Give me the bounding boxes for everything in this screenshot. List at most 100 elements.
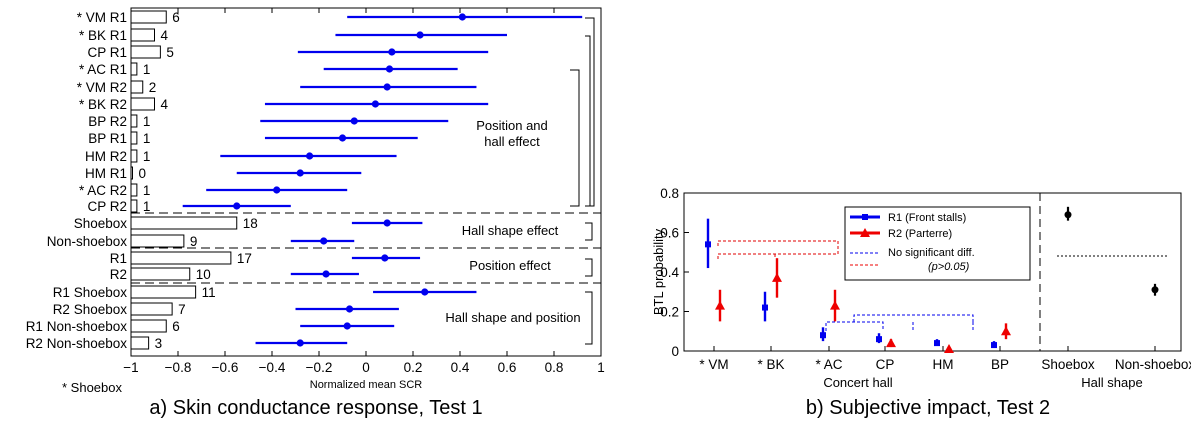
x-tick-label: 0.6 [498, 360, 517, 375]
count-label: 4 [161, 97, 169, 112]
count-bar [130, 319, 167, 333]
row-label: BP R2 [88, 114, 127, 129]
x-tick-label: * AC [815, 357, 842, 372]
row-label: R1 Shoebox [53, 285, 128, 300]
count-bar [130, 97, 155, 111]
x-tick-label: −0.2 [306, 360, 333, 375]
count-bar [130, 45, 161, 59]
count-bar [130, 28, 155, 42]
mean-point [320, 237, 328, 245]
x-tick-label: −0.6 [212, 360, 239, 375]
x-tick-label: Non-shoebox [1115, 357, 1191, 372]
x-tick-label: * VM [699, 357, 728, 372]
count-bar [130, 149, 138, 163]
x-tick-label: HM [933, 357, 954, 372]
x-tick-label: Shoebox [1041, 357, 1095, 372]
count-bar [130, 183, 138, 197]
x-tick-label: 1 [597, 360, 605, 375]
row-label: R2 Non-shoebox [26, 336, 128, 351]
btl-legend: R1 (Front stalls) R2 (Parterre) No signi… [844, 206, 1031, 281]
row-label: R2 Shoebox [53, 302, 128, 317]
mean-point [383, 83, 391, 91]
legend-box [844, 206, 1031, 281]
count-bar [130, 199, 138, 213]
mean-point [383, 219, 391, 227]
mean-point [345, 305, 354, 313]
count-label: 7 [178, 302, 186, 317]
mean-point [338, 134, 347, 142]
row-label: Non-shoebox [47, 234, 128, 249]
mean-point [458, 13, 466, 21]
row-label: * BK R1 [79, 28, 127, 43]
group-label-position-hall: Position and hall effect [476, 118, 548, 149]
row-label: * BK R2 [79, 97, 127, 112]
legend-r2-label: R2 (Parterre) [888, 228, 952, 240]
btl-point-r2 [1001, 326, 1011, 336]
count-bar [130, 285, 197, 299]
count-bar [130, 131, 138, 145]
count-label: 1 [143, 199, 151, 214]
y-tick-label: 0 [671, 344, 679, 359]
x-tick-label: BP [991, 357, 1009, 372]
y-tick-label: 0.2 [660, 305, 679, 320]
count-label: 17 [237, 251, 252, 266]
count-label: 1 [143, 62, 151, 77]
count-label: 1 [143, 114, 151, 129]
y-tick-label: 0.8 [660, 186, 679, 201]
count-bar [130, 10, 167, 24]
btl-point-r2 [772, 272, 782, 282]
x-tick-label: 0.2 [404, 360, 423, 375]
row-label: Shoebox [74, 216, 128, 231]
count-label: 2 [149, 80, 157, 95]
mean-point [388, 48, 396, 56]
count-bar [130, 251, 232, 265]
row-label: * AC R2 [79, 183, 127, 198]
count-label: 6 [172, 319, 180, 334]
scr-chart: * VM R1 6 * BK R1 4 CP R1 5 * AC R1 1 * VM R2 2 * … [26, 7, 605, 419]
count-bar [130, 302, 173, 316]
count-label: 10 [196, 267, 211, 282]
legend-nosig-label: No significant diff. [888, 247, 975, 259]
row-label: HM R1 [85, 166, 127, 181]
count-bar [130, 267, 191, 281]
legend-r1-label: R1 (Front stalls) [888, 212, 966, 224]
btl-chart: 0 0.2 0.4 0.6 0.8 * VM * BK * AC CP HM BP Shoebox No… [651, 186, 1191, 419]
x-tick-label: −0.4 [259, 360, 286, 375]
row-label: * VM R1 [77, 10, 127, 25]
btl-point-r1 [762, 304, 768, 311]
x-tick-label: −1 [123, 360, 138, 375]
count-bar [130, 234, 185, 248]
count-bar [130, 216, 238, 230]
mean-point [296, 169, 304, 177]
btl-point-r2 [944, 344, 954, 354]
mean-point [350, 117, 358, 125]
row-label: CP R2 [87, 199, 127, 214]
row-label: R1 [110, 251, 127, 266]
count-label: 1 [143, 149, 151, 164]
x-tick-label: CP [876, 357, 895, 372]
mean-point [343, 322, 351, 330]
count-bar [130, 166, 133, 180]
x-tick-label: * BK [757, 357, 784, 372]
btl-x-axis-label: Concert hall [823, 375, 892, 390]
no-sig-brackets-red [717, 240, 839, 259]
count-label: 4 [161, 28, 169, 43]
count-bar [130, 114, 138, 128]
caption-b: b) Subjective impact, Test 2 [806, 397, 1050, 419]
mean-point [385, 65, 394, 73]
row-label: CP R1 [87, 45, 127, 60]
btl-point-r1 [991, 342, 997, 349]
btl-point-r1 [705, 241, 711, 248]
count-label: 6 [172, 10, 180, 25]
row-label: R2 [110, 267, 127, 282]
group-label-hall-shape: Hall shape effect [462, 223, 559, 238]
mean-point [296, 339, 304, 347]
legend-r2-marker [860, 228, 870, 237]
x-tick-label: −0.8 [165, 360, 192, 375]
count-label: 18 [243, 216, 258, 231]
count-label: 0 [139, 166, 147, 181]
count-label: 3 [155, 336, 163, 351]
y-tick-label: 0.6 [660, 226, 679, 241]
btl-point-r1 [876, 336, 882, 343]
